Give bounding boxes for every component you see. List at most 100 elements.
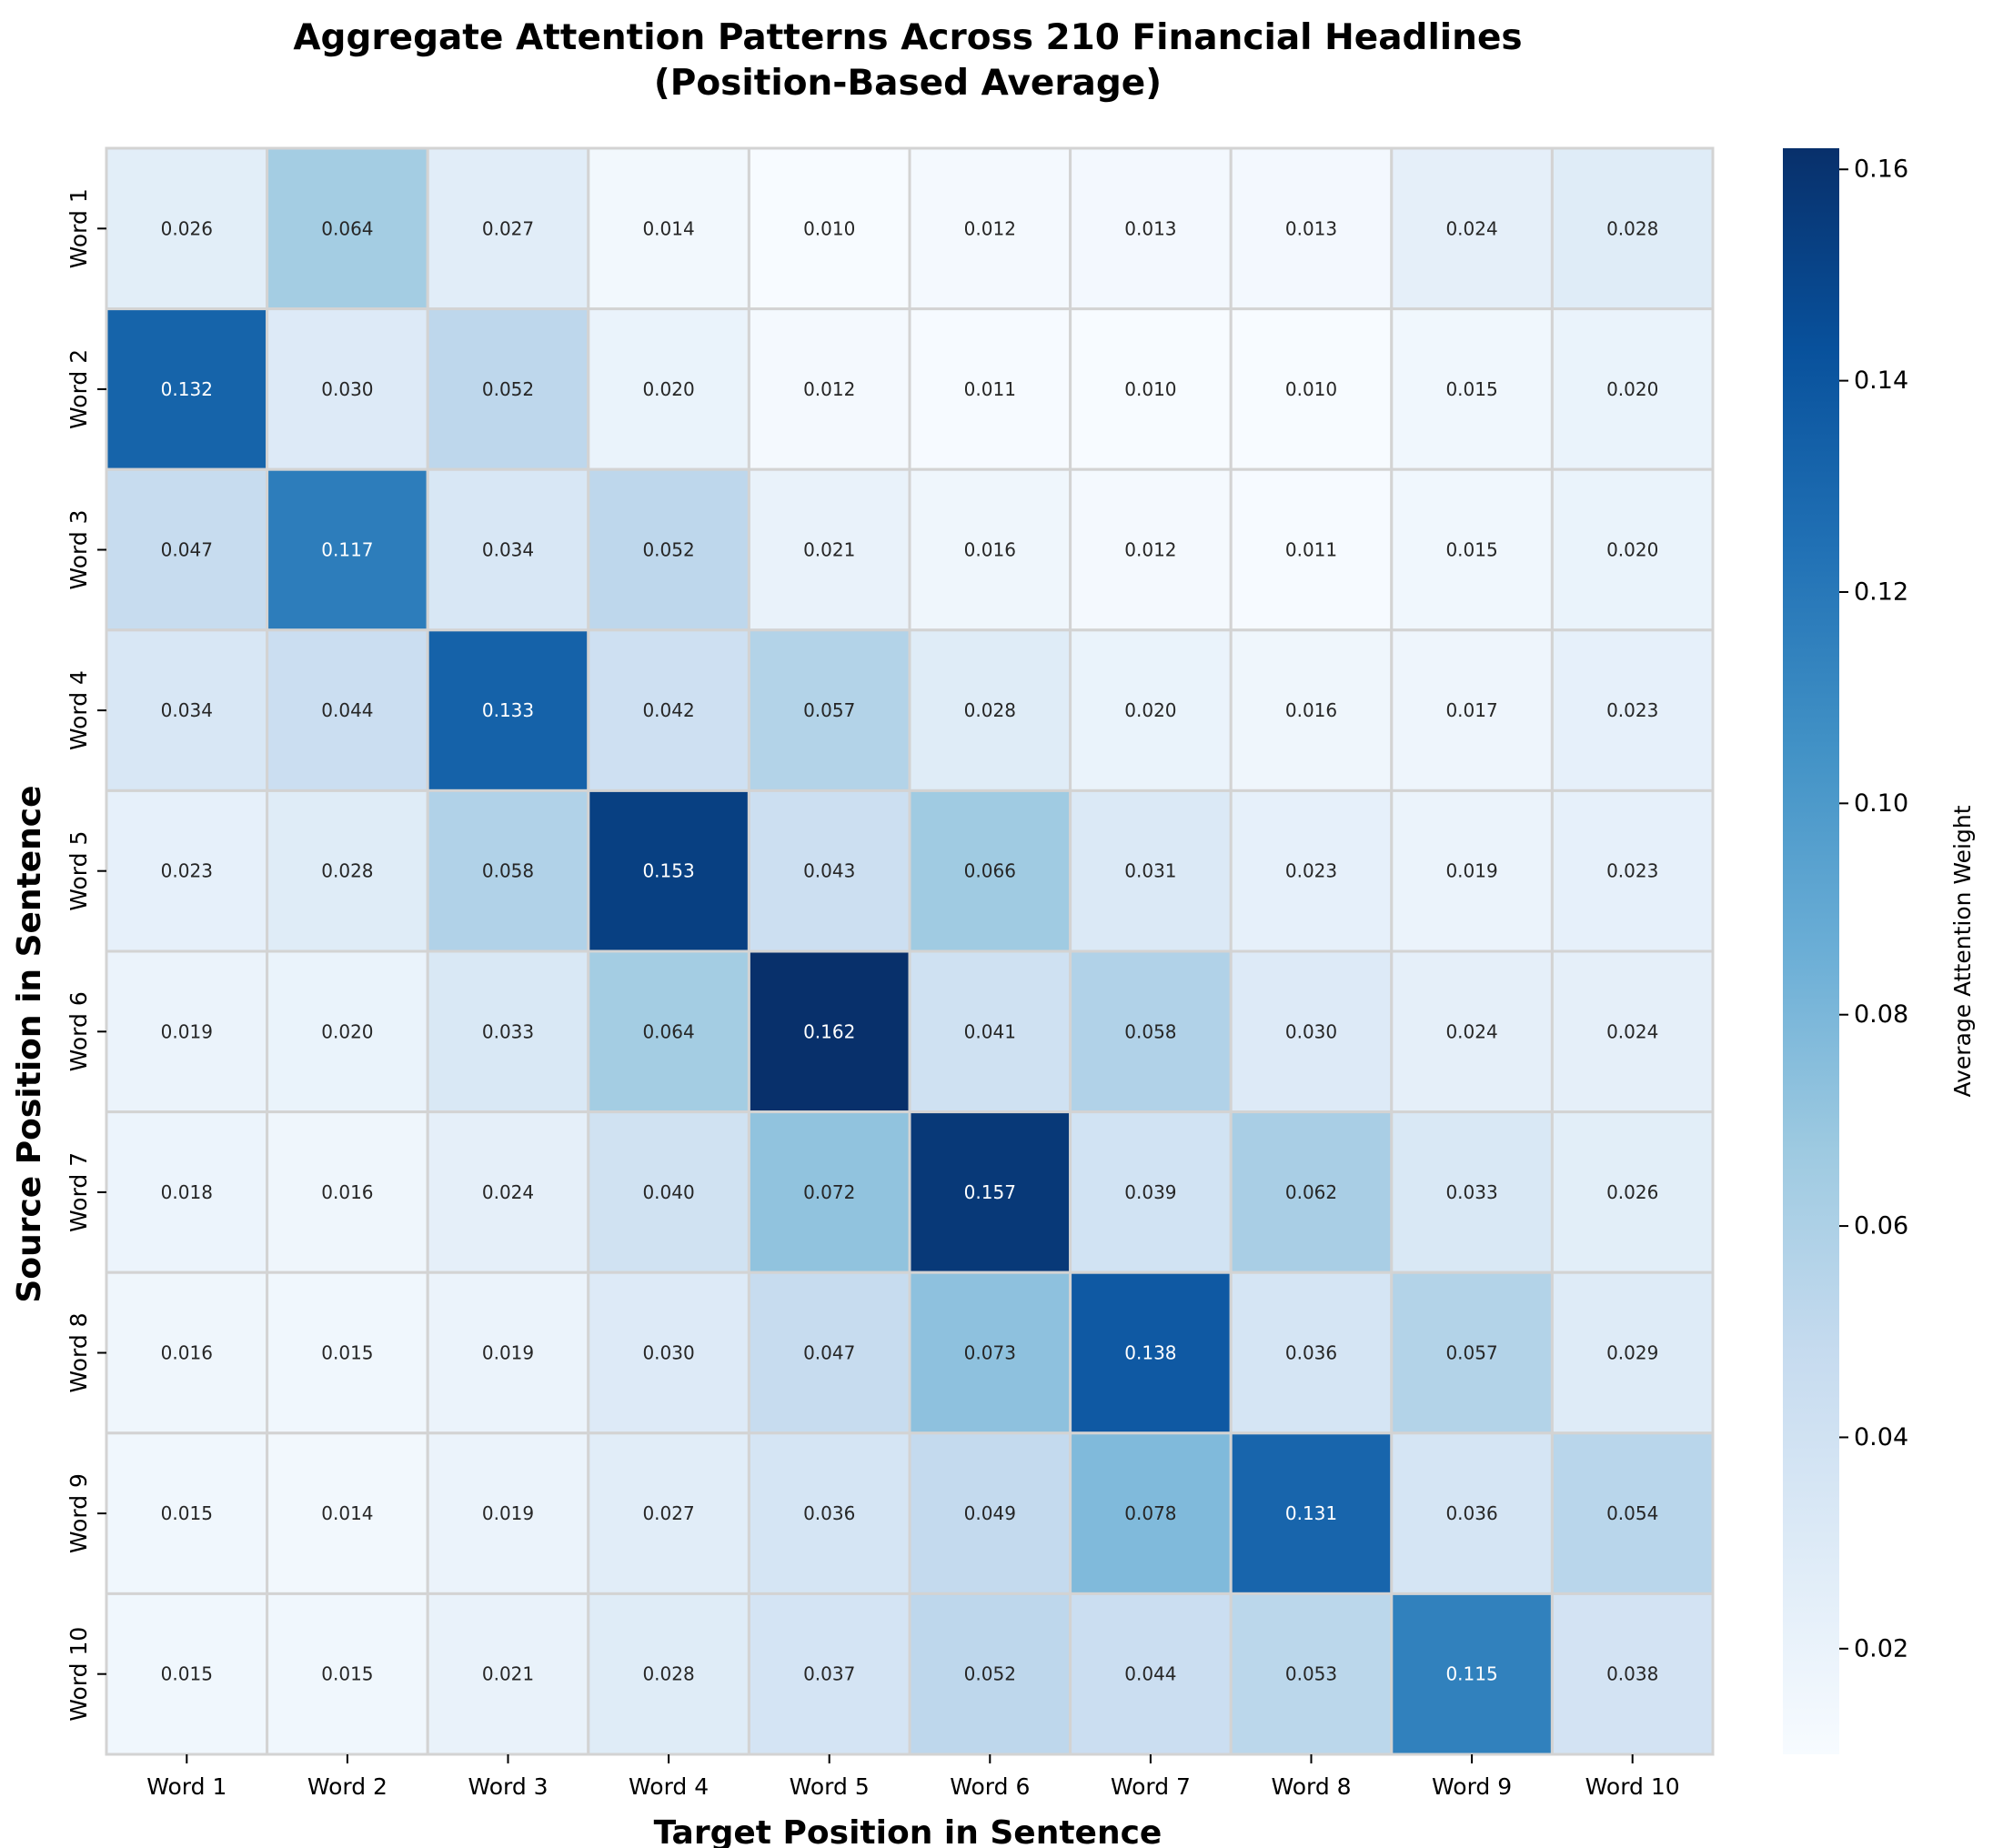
heatmap-cell-r8-c10	[1550, 1270, 1715, 1435]
heatmap-cell-r9-c8	[1229, 1431, 1394, 1595]
cell-value-label: 0.034	[482, 539, 534, 561]
heatmap-cell-r4-c10	[1550, 628, 1715, 792]
heatmap-cell-r8-c4	[587, 1270, 750, 1435]
cell-value-label: 0.044	[321, 699, 373, 721]
cell-value-label: 0.047	[803, 1342, 855, 1364]
cell-value-label: 0.049	[964, 1502, 1016, 1524]
cell-value-label: 0.047	[161, 539, 213, 561]
heatmap-cell-r5-c5	[747, 788, 911, 953]
heatmap-cell-r4-c1	[105, 628, 269, 792]
cell-value-label: 0.016	[964, 539, 1016, 561]
heatmap-cell-r10-c7	[1069, 1592, 1233, 1756]
x-tick-label: Word 2	[307, 1773, 388, 1800]
cell-value-label: 0.162	[803, 1020, 855, 1042]
cell-value-label: 0.037	[803, 1663, 855, 1685]
cell-value-label: 0.057	[1445, 1342, 1497, 1364]
heatmap-cell-r8-c8	[1229, 1270, 1394, 1435]
heatmap-cell-r7-c9	[1390, 1110, 1554, 1274]
cell-value-label: 0.052	[482, 378, 534, 400]
cell-value-label: 0.023	[1285, 860, 1337, 882]
cell-value-label: 0.011	[1285, 539, 1337, 561]
heatmap-cell-r2-c4	[587, 307, 750, 471]
cell-value-label: 0.029	[1606, 1342, 1658, 1364]
chart-title-line-2: (Position-Based Average)	[654, 63, 1162, 104]
cell-value-label: 0.028	[964, 699, 1016, 721]
heatmap-cell-r6-c9	[1390, 949, 1554, 1114]
heatmap-cell-r7-c4	[587, 1110, 750, 1274]
heatmap-cell-r8-c9	[1390, 1270, 1554, 1435]
heatmap-cell-r9-c3	[426, 1431, 590, 1595]
cell-value-label: 0.054	[1606, 1502, 1658, 1524]
x-tick-label: Word 5	[790, 1773, 870, 1800]
heatmap-cell-r2-c7	[1069, 307, 1233, 471]
heatmap-cell-r10-c8	[1229, 1592, 1394, 1756]
cell-value-label: 0.133	[482, 699, 534, 721]
heatmap-cell-r5-c10	[1550, 788, 1715, 953]
colorbar-tick-label: 0.16	[1854, 156, 1908, 184]
heatmap-cell-r6-c4	[587, 949, 750, 1114]
heatmap-cell-r3-c2	[266, 467, 429, 632]
heatmap-cell-r7-c6	[908, 1110, 1072, 1274]
heatmap-cell-r10-c9	[1390, 1592, 1554, 1756]
cell-value-label: 0.010	[803, 217, 855, 239]
x-tick-label: Word 10	[1585, 1773, 1680, 1800]
heatmap-cell-labels: 0.026 0.064 0.027 0.014 0.010 0.012 0.013 0.013…	[161, 217, 1659, 1684]
cell-value-label: 0.011	[964, 378, 1016, 400]
cell-value-label: 0.036	[803, 1502, 855, 1524]
cell-value-label: 0.024	[1445, 1020, 1497, 1042]
y-tick-label: Word 7	[65, 1152, 92, 1232]
y-tick-label: Word 8	[65, 1312, 92, 1392]
cell-value-label: 0.015	[161, 1502, 213, 1524]
cell-value-label: 0.020	[1606, 378, 1658, 400]
cell-value-label: 0.019	[161, 1020, 213, 1042]
cell-value-label: 0.020	[1124, 699, 1176, 721]
cell-value-label: 0.015	[1445, 378, 1497, 400]
cell-value-label: 0.019	[482, 1342, 534, 1364]
y-tick-label: Word 5	[65, 831, 92, 911]
heatmap-cell-r5-c9	[1390, 788, 1554, 953]
cell-value-label: 0.010	[1124, 378, 1176, 400]
cell-value-label: 0.131	[1285, 1502, 1337, 1524]
heatmap-cell-r1-c2	[266, 146, 429, 311]
colorbar-ticks: 0.02 0.04 0.06 0.08 0.10 0.12 0.14 0.16	[1839, 156, 1908, 1662]
cell-value-label: 0.041	[964, 1020, 1016, 1042]
cell-value-label: 0.015	[161, 1663, 213, 1685]
cell-value-label: 0.015	[1445, 539, 1497, 561]
cell-value-label: 0.157	[964, 1181, 1016, 1203]
cell-value-label: 0.038	[1606, 1663, 1658, 1685]
heatmap-cell-r9-c5	[747, 1431, 911, 1595]
chart-title: Aggregate Attention Patterns Across 210 …	[293, 17, 1522, 104]
cell-value-label: 0.013	[1285, 217, 1337, 239]
cell-value-label: 0.016	[1285, 699, 1337, 721]
heatmap-cell-r3-c8	[1229, 467, 1394, 632]
cell-value-label: 0.030	[642, 1342, 694, 1364]
heatmap-cell-r8-c6	[908, 1270, 1072, 1435]
y-tick-label: Word 3	[65, 509, 92, 589]
heatmap-cell-r2-c10	[1550, 307, 1715, 471]
cell-value-label: 0.013	[1124, 217, 1176, 239]
colorbar-tick-label: 0.02	[1854, 1634, 1908, 1662]
heatmap-cell-r8-c3	[426, 1270, 590, 1435]
cell-value-label: 0.023	[1606, 860, 1658, 882]
cell-value-label: 0.153	[642, 860, 694, 882]
heatmap-cell-r4-c9	[1390, 628, 1554, 792]
x-tick-label: Word 3	[468, 1773, 548, 1800]
y-tick-label: Word 6	[65, 991, 92, 1071]
cell-value-label: 0.115	[1445, 1663, 1497, 1685]
cell-value-label: 0.019	[1445, 860, 1497, 882]
cell-value-label: 0.021	[803, 539, 855, 561]
cell-value-label: 0.028	[321, 860, 373, 882]
colorbar	[1783, 148, 1839, 1754]
chart-title-line-1: Aggregate Attention Patterns Across 210 …	[293, 17, 1522, 58]
cell-value-label: 0.012	[1124, 539, 1176, 561]
cell-value-label: 0.024	[482, 1181, 534, 1203]
cell-value-label: 0.072	[803, 1181, 855, 1203]
cell-value-label: 0.026	[1606, 1181, 1658, 1203]
heatmap-cell-r1-c8	[1229, 146, 1394, 311]
heatmap-cell-r2-c8	[1229, 307, 1394, 471]
y-tick-label: Word 1	[65, 188, 92, 268]
cell-value-label: 0.064	[321, 217, 373, 239]
cell-value-label: 0.066	[964, 860, 1016, 882]
cell-value-label: 0.018	[161, 1181, 213, 1203]
